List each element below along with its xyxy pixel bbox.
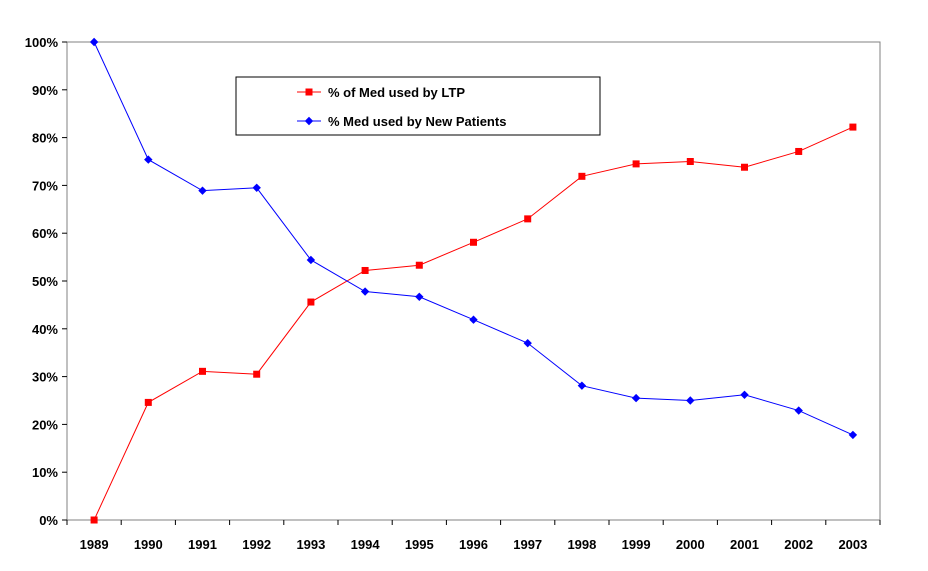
y-tick-label: 90% <box>32 83 58 98</box>
data-point <box>795 147 803 155</box>
data-point <box>252 183 261 192</box>
y-tick-label: 40% <box>32 322 58 337</box>
x-tick-label: 1996 <box>459 537 488 552</box>
x-tick-label: 1993 <box>296 537 325 552</box>
legend-box <box>235 76 601 136</box>
data-point <box>686 396 695 405</box>
x-tick-label: 1999 <box>622 537 651 552</box>
data-point <box>469 315 478 324</box>
y-tick-label: 100% <box>25 35 59 50</box>
x-tick-label: 1998 <box>567 537 596 552</box>
data-point <box>415 292 424 301</box>
data-point <box>144 155 153 164</box>
data-point <box>198 186 207 195</box>
series-2 <box>89 37 858 440</box>
data-point <box>740 390 749 399</box>
x-tick-label: 2002 <box>784 537 813 552</box>
y-axis: 0% 10% 20% 30% 40% 50% 60% 70% 80% 90% 100% <box>25 35 67 528</box>
data-point <box>848 430 858 440</box>
legend-label: % Med used by New Patients <box>328 114 506 129</box>
data-point <box>631 393 641 403</box>
legend-item: % Med used by New Patients <box>297 114 506 129</box>
x-tick-label: 1994 <box>351 537 381 552</box>
series-1 <box>90 123 857 524</box>
data-point <box>89 37 99 47</box>
y-tick-label: 50% <box>32 274 58 289</box>
x-tick-label: 1991 <box>188 537 217 552</box>
data-point <box>360 287 370 296</box>
data-point <box>741 163 748 171</box>
data-point <box>577 381 587 390</box>
data-point <box>523 338 532 348</box>
y-tick-label: 0% <box>39 513 58 528</box>
y-tick-label: 80% <box>32 131 58 146</box>
data-point <box>199 367 206 375</box>
data-point <box>361 266 369 274</box>
x-tick-label: 1992 <box>242 537 271 552</box>
data-point <box>90 516 98 524</box>
data-point <box>849 123 857 131</box>
data-point <box>415 261 423 269</box>
legend-item: % of Med used by LTP <box>297 85 465 100</box>
x-tick-label: 1989 <box>80 537 109 552</box>
x-axis: 1989 1990 1991 1992 1993 1994 1995 1996 1997 1998… <box>66 520 881 552</box>
x-tick-label: 1997 <box>513 537 542 552</box>
data-point <box>632 160 640 168</box>
x-tick-label: 2003 <box>838 537 867 552</box>
data-point <box>307 298 315 306</box>
legend-swatch-marker <box>305 88 313 96</box>
series-layer <box>89 37 858 524</box>
data-point <box>524 215 532 223</box>
legend-label: % of Med used by LTP <box>328 85 465 100</box>
y-tick-label: 10% <box>32 465 58 480</box>
x-tick-label: 2001 <box>730 537 759 552</box>
y-tick-label: 30% <box>32 370 58 385</box>
data-point <box>578 172 586 180</box>
y-tick-label: 20% <box>32 417 58 432</box>
data-point <box>686 158 694 165</box>
y-tick-label: 60% <box>32 226 58 241</box>
x-tick-label: 1995 <box>405 537 434 552</box>
x-tick-label: 2000 <box>676 537 705 552</box>
data-point <box>794 406 803 415</box>
y-tick-label: 70% <box>32 178 58 193</box>
data-point <box>306 255 316 265</box>
legend: % of Med used by LTP % Med used by New Pa… <box>235 76 601 136</box>
legend-swatch-marker <box>304 116 314 126</box>
data-point <box>144 398 152 406</box>
data-point <box>253 370 261 378</box>
x-tick-label: 1990 <box>134 537 163 552</box>
data-point <box>470 238 477 246</box>
